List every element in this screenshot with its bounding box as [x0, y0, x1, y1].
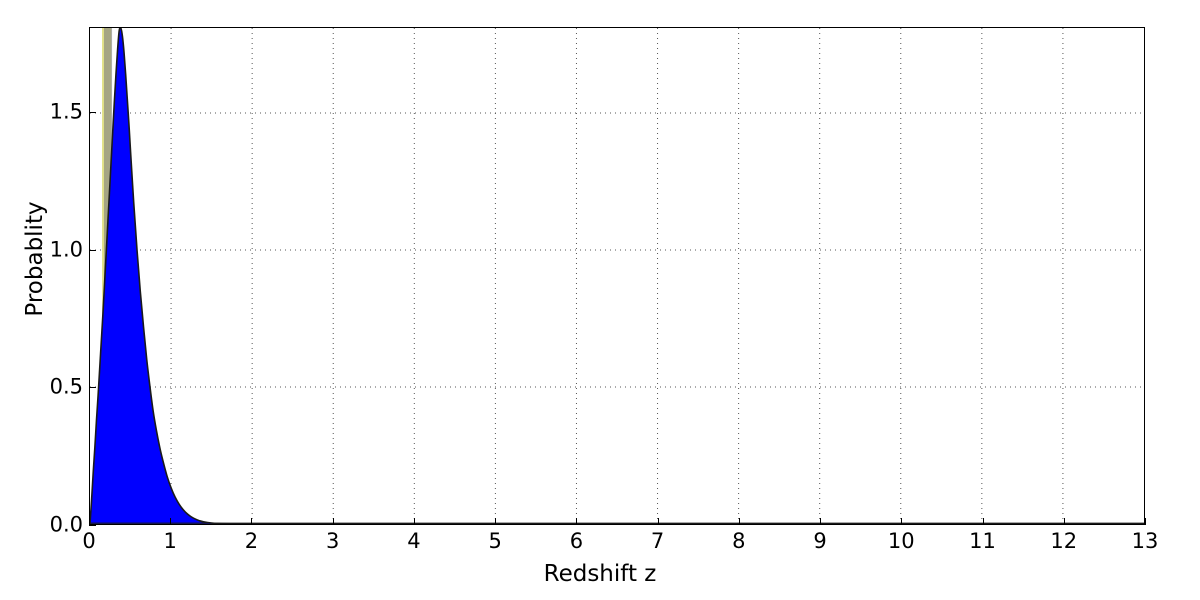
x-tick-mark — [657, 518, 659, 525]
x-tick-mark — [332, 518, 334, 525]
x-tick-label: 2 — [244, 529, 259, 553]
y-tick-label: 0.5 — [49, 374, 83, 399]
pdf-outline — [90, 28, 1144, 524]
x-tick-mark — [738, 518, 740, 525]
x-tick-label: 7 — [650, 529, 665, 553]
x-tick-mark — [251, 518, 253, 525]
x-tick-label: 1 — [163, 529, 177, 553]
x-tick-mark — [495, 518, 497, 525]
x-tick-label: 0 — [82, 529, 96, 553]
x-tick-mark — [89, 518, 90, 525]
x-tick-label: 3 — [326, 529, 340, 553]
y-tick-label: 0.0 — [49, 512, 83, 537]
y-tick-mark — [89, 387, 96, 389]
x-tick-mark — [170, 518, 172, 525]
x-tick-mark — [820, 518, 822, 525]
x-tick-label: 11 — [969, 529, 996, 553]
x-tick-mark — [576, 518, 578, 525]
y-tick-mark — [89, 249, 96, 251]
x-tick-label: 12 — [1050, 529, 1078, 553]
plot-area — [89, 27, 1145, 525]
plot-canvas — [90, 28, 1144, 524]
y-tick-mark — [89, 525, 96, 526]
pdf-fill — [90, 28, 1144, 524]
x-tick-label: 13 — [1131, 529, 1159, 553]
x-tick-mark — [1145, 518, 1146, 525]
x-tick-mark — [901, 518, 903, 525]
x-tick-label: 4 — [407, 529, 421, 553]
x-tick-label: 6 — [569, 529, 584, 553]
x-tick-label: 10 — [887, 529, 915, 553]
pdf-curve — [90, 28, 1144, 524]
gridlines — [90, 28, 1144, 524]
x-tick-mark — [1063, 518, 1065, 525]
x-axis-label: Redshift z — [543, 561, 657, 587]
y-tick-label: 1.0 — [49, 237, 83, 262]
y-axis-label: Probablity — [22, 201, 48, 317]
y-tick-mark — [89, 112, 96, 114]
x-tick-label: 8 — [732, 529, 746, 553]
x-tick-mark — [982, 518, 984, 525]
x-tick-mark — [413, 518, 415, 525]
x-tick-label: 5 — [488, 529, 502, 553]
x-tick-label: 9 — [813, 529, 827, 553]
y-tick-label: 1.5 — [49, 99, 83, 124]
